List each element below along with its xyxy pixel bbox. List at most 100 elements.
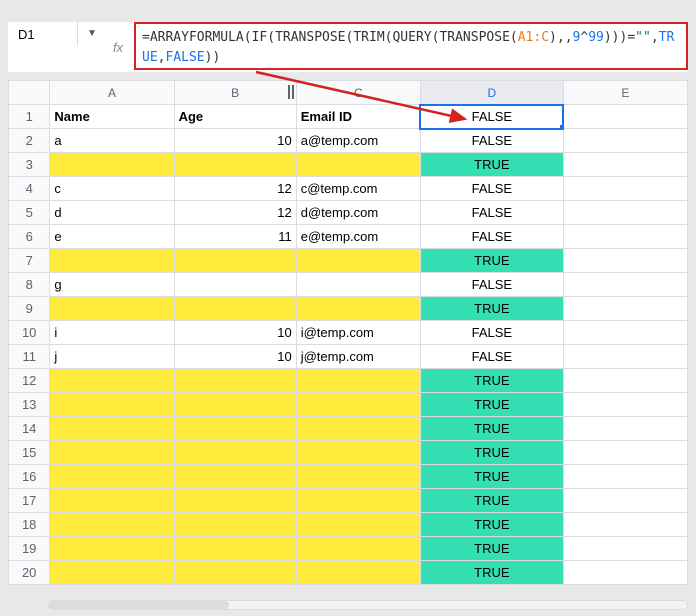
cell-e20[interactable]	[563, 561, 687, 585]
cell-b16[interactable]	[174, 465, 296, 489]
row-header[interactable]: 11	[9, 345, 50, 369]
cell-b7[interactable]	[174, 249, 296, 273]
row-header[interactable]: 7	[9, 249, 50, 273]
cell-a4[interactable]: c	[50, 177, 174, 201]
cell-c18[interactable]	[296, 513, 420, 537]
column-resize-icon[interactable]	[284, 80, 298, 104]
cell-d13[interactable]: TRUE	[420, 393, 563, 417]
cell-d3[interactable]: TRUE	[420, 153, 563, 177]
cell-e8[interactable]	[563, 273, 687, 297]
cell-a12[interactable]	[50, 369, 174, 393]
cell-c15[interactable]	[296, 441, 420, 465]
cell-c7[interactable]	[296, 249, 420, 273]
cell-c13[interactable]	[296, 393, 420, 417]
cell-c16[interactable]	[296, 465, 420, 489]
cell-a2[interactable]: a	[50, 129, 174, 153]
cell-c11[interactable]: j@temp.com	[296, 345, 420, 369]
cell-b6[interactable]: 11	[174, 225, 296, 249]
cell-b3[interactable]	[174, 153, 296, 177]
cell-d17[interactable]: TRUE	[420, 489, 563, 513]
row-header[interactable]: 17	[9, 489, 50, 513]
cell-c12[interactable]	[296, 369, 420, 393]
horizontal-scrollbar[interactable]	[48, 600, 688, 610]
col-header-c[interactable]: C	[296, 81, 420, 105]
cell-e2[interactable]	[563, 129, 687, 153]
cell-b13[interactable]	[174, 393, 296, 417]
cell-d9[interactable]: TRUE	[420, 297, 563, 321]
cell-a11[interactable]: j	[50, 345, 174, 369]
cell-c5[interactable]: d@temp.com	[296, 201, 420, 225]
cell-a20[interactable]	[50, 561, 174, 585]
cell-e1[interactable]	[563, 105, 687, 129]
row-header[interactable]: 2	[9, 129, 50, 153]
cell-e3[interactable]	[563, 153, 687, 177]
col-header-e[interactable]: E	[563, 81, 687, 105]
cell-d14[interactable]: TRUE	[420, 417, 563, 441]
row-header[interactable]: 8	[9, 273, 50, 297]
cell-e7[interactable]	[563, 249, 687, 273]
cell-c9[interactable]	[296, 297, 420, 321]
row-header[interactable]: 13	[9, 393, 50, 417]
cell-a10[interactable]: i	[50, 321, 174, 345]
cell-c1[interactable]: Email ID	[296, 105, 420, 129]
cell-a6[interactable]: e	[50, 225, 174, 249]
cell-e16[interactable]	[563, 465, 687, 489]
cell-a13[interactable]	[50, 393, 174, 417]
cell-b10[interactable]: 10	[174, 321, 296, 345]
cell-b18[interactable]	[174, 513, 296, 537]
row-header[interactable]: 20	[9, 561, 50, 585]
cell-b5[interactable]: 12	[174, 201, 296, 225]
cell-b9[interactable]	[174, 297, 296, 321]
cell-e5[interactable]	[563, 201, 687, 225]
cell-d5[interactable]: FALSE	[420, 201, 563, 225]
row-header[interactable]: 1	[9, 105, 50, 129]
cell-d1[interactable]: FALSE	[420, 105, 563, 129]
row-header[interactable]: 4	[9, 177, 50, 201]
cell-b8[interactable]	[174, 273, 296, 297]
cell-b20[interactable]	[174, 561, 296, 585]
cell-b1[interactable]: Age	[174, 105, 296, 129]
cell-a19[interactable]	[50, 537, 174, 561]
cell-d15[interactable]: TRUE	[420, 441, 563, 465]
dropdown-icon[interactable]: ▼	[82, 22, 102, 46]
cell-e10[interactable]	[563, 321, 687, 345]
row-header[interactable]: 12	[9, 369, 50, 393]
cell-c3[interactable]	[296, 153, 420, 177]
cell-c20[interactable]	[296, 561, 420, 585]
cell-e14[interactable]	[563, 417, 687, 441]
cell-d18[interactable]: TRUE	[420, 513, 563, 537]
cell-c14[interactable]	[296, 417, 420, 441]
cell-c19[interactable]	[296, 537, 420, 561]
cell-c6[interactable]: e@temp.com	[296, 225, 420, 249]
cell-d8[interactable]: FALSE	[420, 273, 563, 297]
cell-a9[interactable]	[50, 297, 174, 321]
cell-c4[interactable]: c@temp.com	[296, 177, 420, 201]
cell-e15[interactable]	[563, 441, 687, 465]
cell-d11[interactable]: FALSE	[420, 345, 563, 369]
cell-e17[interactable]	[563, 489, 687, 513]
cell-c8[interactable]	[296, 273, 420, 297]
cell-b2[interactable]: 10	[174, 129, 296, 153]
cell-b17[interactable]	[174, 489, 296, 513]
row-header[interactable]: 18	[9, 513, 50, 537]
cell-a16[interactable]	[50, 465, 174, 489]
cell-b12[interactable]	[174, 369, 296, 393]
cell-reference-box[interactable]: D1	[8, 22, 78, 46]
cell-d20[interactable]: TRUE	[420, 561, 563, 585]
cell-c2[interactable]: a@temp.com	[296, 129, 420, 153]
cell-d12[interactable]: TRUE	[420, 369, 563, 393]
row-header[interactable]: 19	[9, 537, 50, 561]
row-header[interactable]: 16	[9, 465, 50, 489]
cell-a14[interactable]	[50, 417, 174, 441]
cell-c17[interactable]	[296, 489, 420, 513]
cell-a5[interactable]: d	[50, 201, 174, 225]
cell-a8[interactable]: g	[50, 273, 174, 297]
cell-e12[interactable]	[563, 369, 687, 393]
cell-b4[interactable]: 12	[174, 177, 296, 201]
cell-e4[interactable]	[563, 177, 687, 201]
col-header-a[interactable]: A	[50, 81, 174, 105]
cell-e11[interactable]	[563, 345, 687, 369]
cell-b15[interactable]	[174, 441, 296, 465]
select-all-corner[interactable]	[9, 81, 50, 105]
cell-d10[interactable]: FALSE	[420, 321, 563, 345]
